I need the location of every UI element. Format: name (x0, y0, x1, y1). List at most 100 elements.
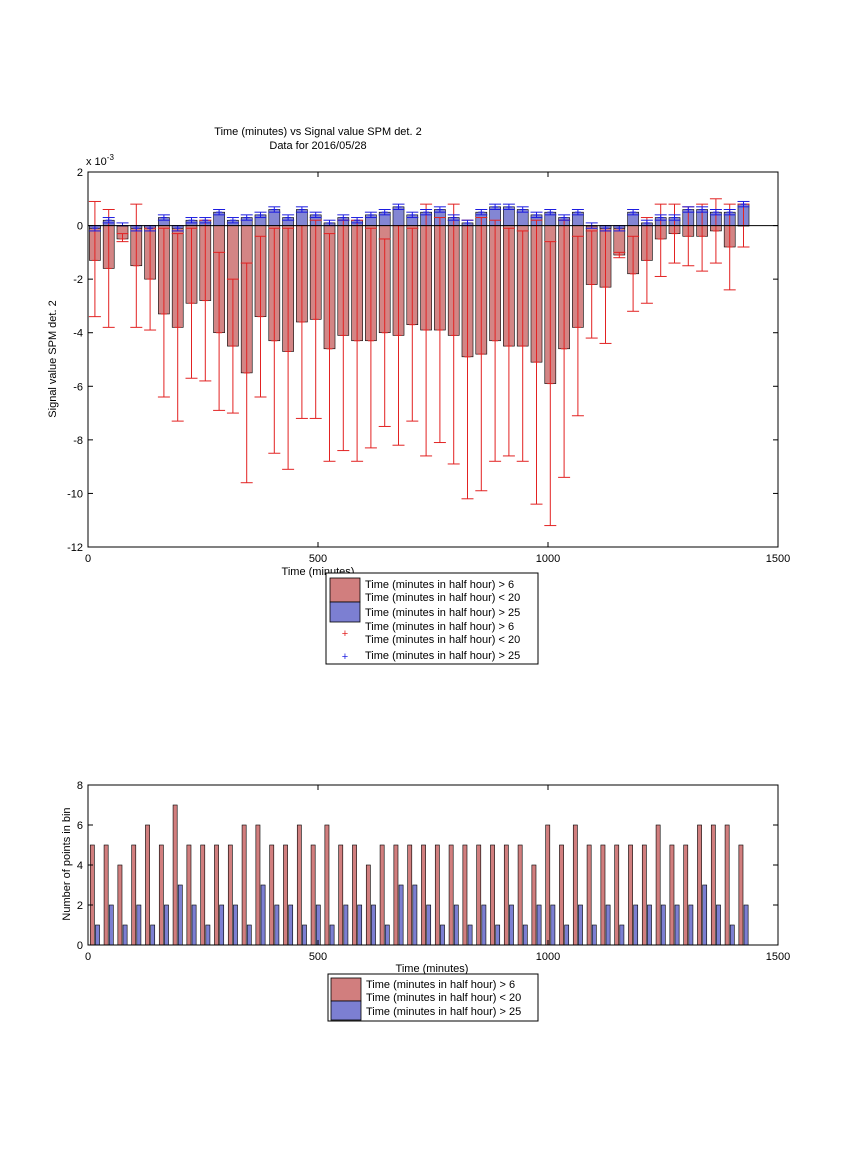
y-tick-label: 4 (77, 860, 83, 872)
red-error-bar (723, 203, 736, 291)
red-count-bar (89, 844, 95, 946)
red-error-bar (144, 227, 157, 331)
red-count-bar (448, 844, 454, 946)
red-count-bar (393, 844, 399, 946)
red-count-bar (586, 844, 592, 946)
blue-error-bar (254, 211, 267, 219)
y-tick-label: -10 (67, 488, 83, 500)
blue-count-bar (343, 904, 349, 946)
blue-error-bar (696, 206, 709, 213)
red-count-bar (338, 844, 344, 946)
blue-error-bar (406, 211, 419, 219)
blue-error-bar (668, 214, 681, 221)
x-tick-label: 1500 (766, 951, 790, 963)
blue-count-bar (605, 904, 611, 946)
chart-subtitle: Data for 2016/05/28 (269, 140, 366, 152)
x-axis-label: Time (minutes) (396, 963, 469, 975)
x-tick-label: 1500 (766, 553, 790, 565)
red-error-bar (364, 227, 377, 449)
y-tick-label: -12 (67, 542, 83, 554)
blue-count-bar (647, 904, 652, 946)
blue-count-bar (633, 904, 639, 946)
blue-count-bar (522, 924, 528, 946)
blue-error-bar (475, 209, 488, 216)
red-error-bar (420, 203, 433, 457)
red-error-bar (640, 217, 653, 304)
red-count-bar (158, 844, 164, 946)
y-tick-label: 0 (77, 221, 83, 233)
red-count-bar (200, 844, 206, 946)
blue-count-bar (536, 904, 542, 946)
y-tick-label: 2 (77, 167, 83, 179)
red-error-bar (116, 233, 129, 243)
red-count-bar (490, 844, 495, 946)
blue-count-bar (481, 904, 487, 946)
y-exponent-label: x 10-3 (86, 153, 114, 168)
y-tick-label: -8 (73, 435, 83, 447)
legend-box (327, 973, 539, 1022)
red-count-bar (572, 824, 578, 946)
blue-count-bar (95, 924, 100, 946)
blue-error-bar (627, 209, 640, 216)
x-tick-label: 0 (85, 553, 91, 565)
blue-error-bar (199, 217, 212, 224)
blue-error-bar (309, 211, 322, 219)
axes-box (87, 171, 779, 548)
blue-error-bar (364, 211, 377, 219)
y-tick-label: -4 (73, 328, 83, 340)
blue-count-bar (371, 904, 376, 946)
blue-error-bar (185, 217, 198, 224)
red-count-bar (283, 844, 288, 946)
red-error-bar (130, 203, 143, 328)
blue-error-bar (226, 217, 239, 224)
red-count-bar (310, 844, 316, 946)
red-count-bar (255, 824, 261, 946)
red-count-bar (710, 824, 716, 946)
legend-label: Time (minutes in half hour) > 6 (365, 621, 514, 633)
blue-count-bar (150, 924, 156, 946)
blue-error-bar (558, 214, 571, 221)
red-count-bar (103, 844, 109, 946)
red-count-bar (296, 824, 302, 946)
red-error-bar (530, 219, 543, 505)
blue-count-bar (260, 884, 266, 946)
red-error-bar (88, 200, 101, 318)
blue-error-bar (351, 217, 364, 224)
red-count-bar (421, 844, 426, 946)
blue-error-bar (544, 209, 557, 216)
y-tick-label: 2 (77, 900, 83, 912)
legend-swatch-blue-bar (330, 1000, 362, 1021)
count-bars (89, 804, 749, 946)
blue-count-bar (688, 904, 694, 946)
blue-count-bar (329, 924, 335, 946)
red-error-bar (254, 235, 267, 398)
axis-ticks: 0 500 1000 1500 8 6 4 2 0 (77, 780, 790, 963)
signal-bars (89, 203, 750, 384)
x-tick-label: 500 (309, 951, 327, 963)
red-error-bar (696, 203, 709, 272)
blue-error-bar (378, 209, 391, 216)
blue-count-bar (288, 904, 294, 946)
blue-count-bar (122, 924, 128, 946)
blue-error-bar (392, 203, 405, 210)
blue-count-bar (729, 924, 735, 946)
x-tick-label: 1000 (536, 553, 560, 565)
legend-marker-blue-plus: + (342, 651, 348, 663)
legend-label: Time (minutes in half hour) < 20 (366, 992, 521, 1004)
legend-swatch-blue-bar (329, 601, 361, 623)
blue-error-bar (337, 214, 350, 221)
blue-count-bar (274, 904, 280, 946)
red-error-bar (475, 217, 488, 492)
blue-error-bar (268, 206, 281, 213)
red-count-bar (559, 844, 564, 946)
red-count-bar (214, 844, 219, 946)
axis-ticks: 0 500 1000 1500 2 0 -2 -4 -6 -8 -10 -12 (67, 167, 790, 565)
red-error-bar (268, 227, 281, 454)
x-tick-label: 500 (309, 553, 327, 565)
blue-count-bar (233, 904, 238, 946)
blue-error-bar (654, 214, 667, 221)
red-error-bar (240, 262, 253, 484)
blue-count-bar (191, 904, 197, 946)
blue-count-bar (564, 924, 570, 946)
